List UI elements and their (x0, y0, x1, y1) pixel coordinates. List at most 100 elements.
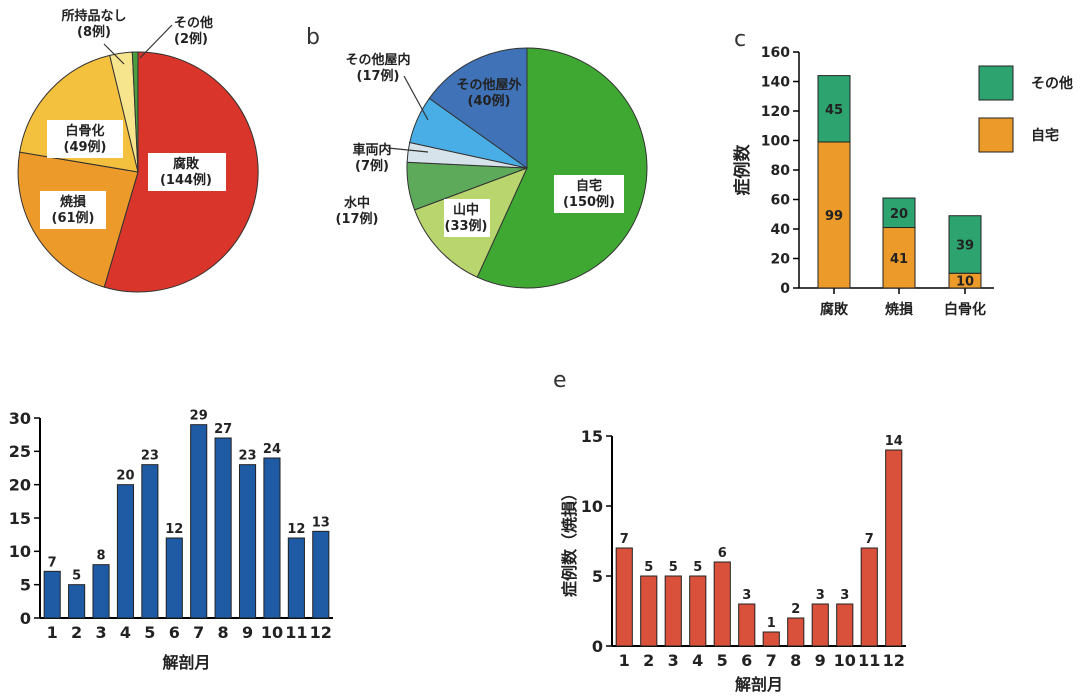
x-tick-label: 4 (120, 623, 131, 642)
panel-e-letter: e (553, 368, 567, 393)
bar (664, 575, 682, 647)
x-axis-title: 解剖月 (162, 653, 210, 672)
label-box (444, 199, 490, 237)
bar-segment (817, 75, 851, 143)
y-tick-label: 30 (9, 409, 31, 428)
y-tick-label: 40 (771, 222, 791, 238)
slice-label: 白骨化 (65, 123, 104, 139)
x-tick-label: 8 (218, 623, 229, 642)
bar-value-label: 10 (956, 275, 974, 290)
slice-count-label: (2例) (174, 31, 208, 47)
y-tick-label: 5 (592, 567, 603, 586)
bar-value-label: 8 (97, 549, 106, 564)
pie-slice (131, 51, 139, 173)
bar (713, 561, 731, 647)
bar-value-label: 5 (72, 569, 81, 584)
leader-line (139, 24, 173, 59)
slice-label: 自宅 (576, 178, 602, 194)
legend-label: その他 (1031, 75, 1073, 92)
panel-b-pie: b 自宅(150例)山中(33例)水中(17例)車両内(7例)その他屋内(17例… (306, 25, 648, 289)
slice-count-label: (144例) (160, 172, 212, 188)
x-tick-label: 3 (668, 651, 679, 670)
bar (738, 603, 756, 647)
bar-value-label: 23 (238, 449, 256, 464)
panel-c-letter: c (734, 27, 746, 52)
slice-count-label: (33例) (445, 218, 488, 234)
y-axis-title: 症例数（焼損） (560, 485, 579, 597)
slice-label: 水中 (344, 195, 370, 211)
bar (811, 603, 829, 647)
legend-swatch (978, 65, 1014, 101)
x-axis-title: 解剖月 (735, 675, 783, 694)
slice-label: 焼損 (60, 194, 87, 210)
bar-value-label: 20 (890, 207, 908, 222)
bar (287, 537, 305, 619)
y-tick-label: 20 (771, 252, 791, 268)
bar-value-label: 20 (116, 469, 134, 484)
slice-count-label: (40例) (468, 93, 511, 109)
x-tick-label: 11 (858, 651, 880, 670)
slice-count-label: (8例) (77, 24, 111, 40)
label-box (47, 120, 123, 158)
y-tick-label: 20 (9, 475, 31, 494)
slice-label: 山中 (453, 202, 479, 218)
legend-swatch (978, 117, 1014, 153)
y-tick-label: 120 (761, 104, 790, 120)
bar-value-label: 3 (816, 588, 825, 603)
bar (68, 584, 86, 619)
bar-segment (817, 141, 851, 289)
y-tick-label: 0 (780, 281, 790, 297)
x-tick-label: 6 (169, 623, 180, 642)
x-tick-label: 3 (95, 623, 106, 642)
bar-value-label: 41 (890, 252, 908, 267)
x-tick-label: 8 (790, 651, 801, 670)
leader-line (387, 147, 429, 153)
bar (263, 457, 281, 619)
bar (141, 464, 159, 619)
y-tick-label: 0 (20, 609, 31, 628)
slice-count-label: (61例) (52, 210, 95, 226)
x-tick-label: 7 (766, 651, 777, 670)
bar (615, 547, 633, 647)
x-tick-label: 腐敗 (820, 301, 849, 318)
y-tick-label: 160 (761, 45, 790, 61)
x-tick-label: 5 (717, 651, 728, 670)
bar (238, 464, 257, 619)
slice-count-label: (17例) (357, 68, 400, 84)
x-tick-label: 焼損 (885, 301, 914, 318)
bar-value-label: 1 (767, 616, 776, 631)
slice-count-label: (49例) (64, 139, 107, 155)
y-tick-label: 5 (20, 575, 31, 594)
x-tick-label: 白骨化 (944, 301, 986, 318)
pie-slice (476, 47, 648, 289)
bar-value-label: 14 (885, 434, 903, 449)
x-tick-label: 4 (692, 651, 703, 670)
x-tick-label: 9 (815, 651, 826, 670)
bar-value-label: 6 (718, 546, 727, 561)
x-tick-label: 12 (310, 623, 332, 642)
slice-label: 所持品なし (61, 8, 126, 24)
bar (214, 437, 232, 619)
bar (787, 617, 805, 647)
bar-value-label: 24 (263, 442, 281, 457)
bar (836, 603, 854, 647)
bar-value-label: 2 (791, 602, 800, 617)
bar-value-label: 45 (825, 103, 843, 118)
x-tick-label: 7 (193, 623, 204, 642)
bar-value-label: 29 (190, 409, 208, 424)
y-tick-label: 140 (761, 75, 790, 91)
y-tick-label: 25 (9, 442, 31, 461)
y-tick-label: 0 (592, 637, 603, 656)
bar-value-label: 99 (825, 209, 843, 224)
bar (92, 564, 110, 619)
slice-count-label: (17例) (336, 211, 379, 227)
y-tick-label: 80 (771, 163, 791, 179)
label-box (148, 153, 226, 191)
bar-value-label: 7 (620, 532, 629, 547)
bar-value-label: 13 (312, 515, 330, 530)
bar (885, 449, 903, 647)
bar-value-label: 7 (865, 532, 874, 547)
x-tick-label: 1 (619, 651, 630, 670)
